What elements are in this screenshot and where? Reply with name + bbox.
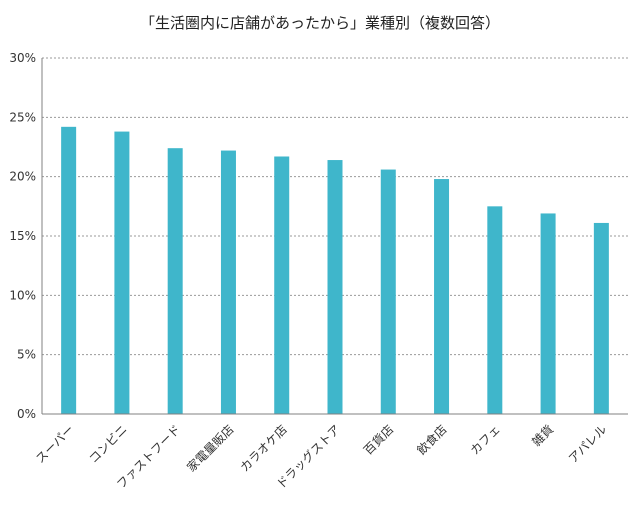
bar xyxy=(167,148,183,415)
x-tick-label: 家電量販店 xyxy=(184,422,237,475)
y-axis-ticks: 0% 5% 10% 15% 20% 25% 30% xyxy=(9,51,36,421)
y-tick-label: 20% xyxy=(9,170,36,184)
x-tick-label: カラオケ店 xyxy=(238,422,290,474)
bar xyxy=(220,150,236,414)
bar xyxy=(434,179,450,414)
y-tick-label: 5% xyxy=(17,348,36,362)
x-tick-label: アパレル xyxy=(566,422,610,466)
bar xyxy=(327,160,343,414)
x-tick-label: 百貨店 xyxy=(360,422,396,458)
y-tick-label: 10% xyxy=(9,288,36,302)
bar xyxy=(61,126,77,415)
x-tick-label: コンビニ xyxy=(86,422,130,466)
y-tick-label: 25% xyxy=(9,110,36,124)
bars xyxy=(61,126,609,415)
x-tick-label: スーパー xyxy=(33,422,77,466)
bar xyxy=(593,222,609,414)
y-tick-label: 15% xyxy=(9,229,36,243)
x-tick-label: 飲食店 xyxy=(414,422,450,458)
y-tick-label: 0% xyxy=(17,407,36,421)
y-tick-label: 30% xyxy=(9,51,36,65)
bar xyxy=(274,156,290,414)
x-tick-label: 雑貨 xyxy=(529,422,557,450)
chart-title: 「生活圏内に店舗があったから」業種別（複数回答） xyxy=(140,14,500,32)
bar xyxy=(487,206,503,414)
x-tick-label: カフェ xyxy=(468,422,503,457)
bar xyxy=(540,213,556,414)
bar xyxy=(380,169,396,414)
bar xyxy=(114,131,130,414)
